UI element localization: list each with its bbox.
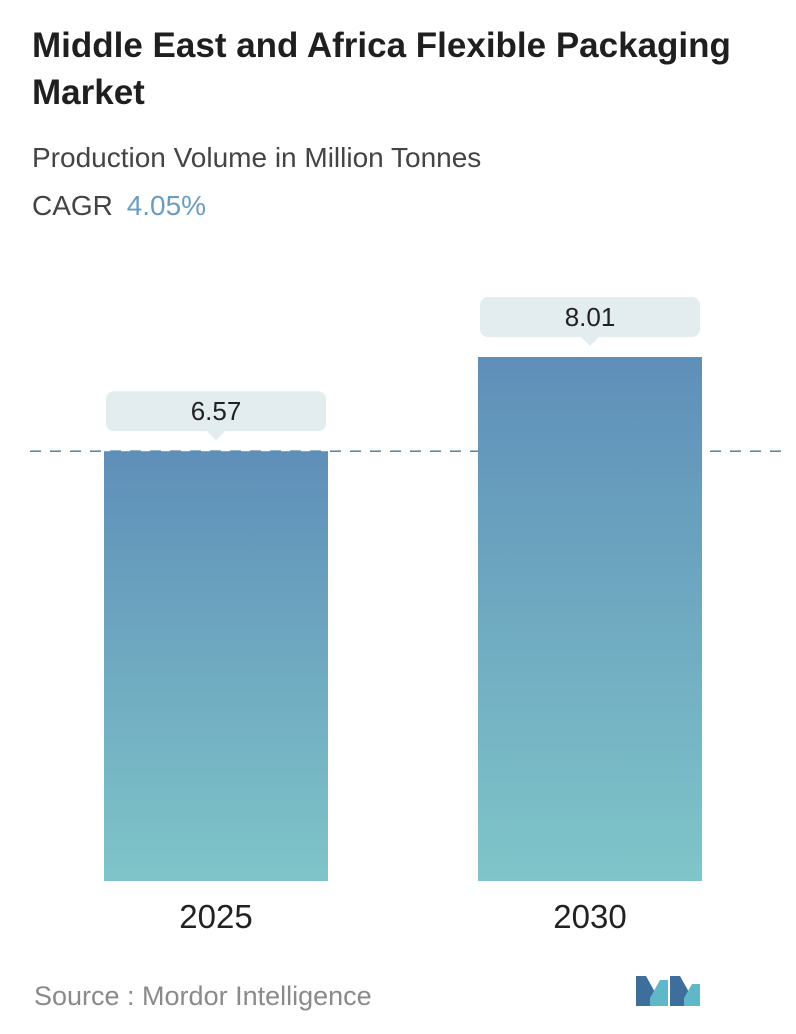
data-label-box <box>106 391 326 432</box>
data-label-text: 6.57 <box>191 396 242 426</box>
x-tick-label-2025: 2025 <box>179 898 252 935</box>
bar-2030 <box>478 357 702 881</box>
data-label-pointer <box>581 337 599 346</box>
cagr-line: CAGR 4.05% <box>32 188 206 224</box>
data-label-2030: 8.01 <box>480 297 700 346</box>
data-label-box <box>480 297 700 337</box>
chart-subtitle: Production Volume in Million Tonnes <box>32 142 482 173</box>
source-text: Source : Mordor Intelligence <box>34 981 372 1011</box>
bar-2025 <box>104 451 328 881</box>
mordor-intelligence-logo <box>636 976 700 1006</box>
data-label-2025: 6.57 <box>106 391 326 441</box>
cagr-value: 4.05% <box>126 190 207 221</box>
cagr-label: CAGR <box>32 190 113 221</box>
bar-chart: 6.57 8.01 2025 2030 <box>30 297 782 935</box>
data-label-pointer <box>207 431 225 441</box>
data-label-text: 8.01 <box>565 302 616 332</box>
x-tick-label-2030: 2030 <box>553 898 626 935</box>
chart-title: Middle East and Africa Flexible Packagin… <box>32 26 731 112</box>
